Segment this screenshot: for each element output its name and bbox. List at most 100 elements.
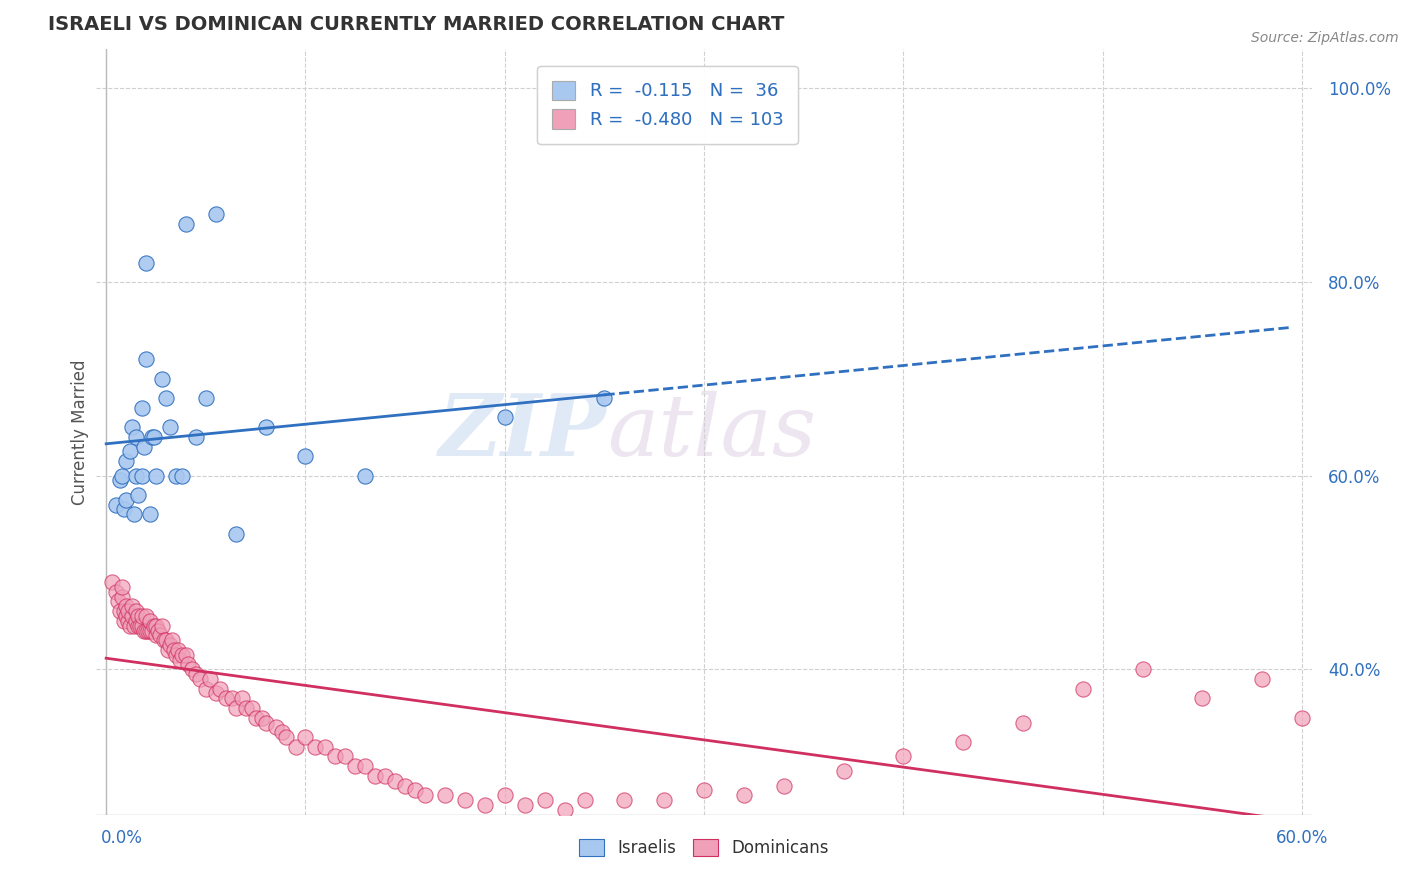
Point (593, 391, 616, 405)
Point (270, 725, 292, 739)
Point (1132, 662, 1154, 676)
Point (325, 749, 347, 764)
Point (354, 759, 377, 773)
Point (344, 759, 367, 773)
Point (145, 628, 167, 642)
Point (139, 614, 162, 628)
Point (454, 793, 477, 807)
Point (374, 769, 396, 783)
Point (155, 633, 177, 648)
Point (394, 779, 416, 793)
Point (177, 657, 200, 672)
Point (121, 420, 143, 434)
Point (294, 449, 316, 463)
Point (254, 715, 277, 730)
Point (111, 468, 134, 483)
Point (225, 526, 247, 541)
Point (254, 420, 277, 434)
Point (832, 764, 855, 778)
Point (139, 624, 162, 638)
Point (156, 643, 179, 657)
Point (121, 609, 143, 624)
Point (101, 575, 124, 590)
Point (143, 430, 166, 444)
Point (250, 711, 273, 725)
Point (111, 580, 134, 594)
Text: ISRAELI VS DOMINICAN CURRENTLY MARRIED CORRELATION CHART: ISRAELI VS DOMINICAN CURRENTLY MARRIED C… (48, 15, 785, 34)
Point (122, 618, 145, 632)
Point (135, 609, 157, 624)
Point (194, 681, 217, 696)
Point (494, 410, 516, 425)
Point (136, 624, 159, 638)
Point (1012, 715, 1035, 730)
Point (733, 788, 755, 802)
Point (135, 352, 157, 367)
Point (167, 643, 190, 657)
Point (131, 468, 153, 483)
Point (533, 793, 555, 807)
Point (155, 391, 177, 405)
Legend: R =  -0.115   N =  36, R =  -0.480   N = 103: R = -0.115 N = 36, R = -0.480 N = 103 (537, 66, 799, 144)
Text: atlas: atlas (607, 391, 815, 474)
Point (135, 255, 157, 269)
Point (384, 773, 406, 788)
Point (105, 498, 128, 512)
Point (117, 614, 139, 628)
Point (139, 508, 162, 522)
Point (132, 624, 155, 638)
Point (170, 648, 193, 662)
Point (120, 444, 142, 458)
Point (141, 430, 163, 444)
Point (204, 207, 226, 221)
Point (335, 749, 357, 764)
Point (893, 749, 915, 764)
Point (1191, 691, 1213, 706)
Point (149, 628, 172, 642)
Point (115, 599, 138, 614)
Point (131, 609, 153, 624)
Point (314, 739, 336, 754)
Point (129, 618, 152, 632)
Point (125, 614, 148, 628)
Point (772, 779, 794, 793)
Point (127, 618, 149, 632)
Point (108, 604, 131, 618)
Point (188, 672, 211, 686)
Point (1291, 711, 1313, 725)
Point (174, 217, 197, 231)
Text: 60.0%: 60.0% (1277, 829, 1329, 847)
Point (127, 488, 149, 502)
Point (952, 735, 974, 749)
Point (115, 454, 138, 468)
Point (132, 440, 155, 454)
Point (235, 701, 257, 715)
Point (115, 609, 138, 624)
Point (159, 420, 181, 434)
Point (141, 624, 163, 638)
Point (574, 793, 596, 807)
Point (513, 797, 536, 812)
Point (364, 769, 387, 783)
Point (174, 648, 197, 662)
Point (153, 633, 176, 648)
Point (150, 618, 173, 632)
Text: 0.0%: 0.0% (101, 829, 143, 847)
Point (693, 783, 716, 797)
Point (354, 468, 377, 483)
Point (194, 391, 217, 405)
Point (184, 667, 207, 681)
Point (163, 643, 186, 657)
Point (198, 672, 221, 686)
Point (169, 652, 191, 666)
Point (145, 618, 167, 632)
Point (1071, 681, 1094, 696)
Point (221, 691, 243, 706)
Point (121, 599, 143, 614)
Point (208, 681, 231, 696)
Point (125, 468, 148, 483)
Point (180, 662, 202, 676)
Point (554, 803, 576, 817)
Point (474, 797, 496, 812)
Point (125, 604, 148, 618)
